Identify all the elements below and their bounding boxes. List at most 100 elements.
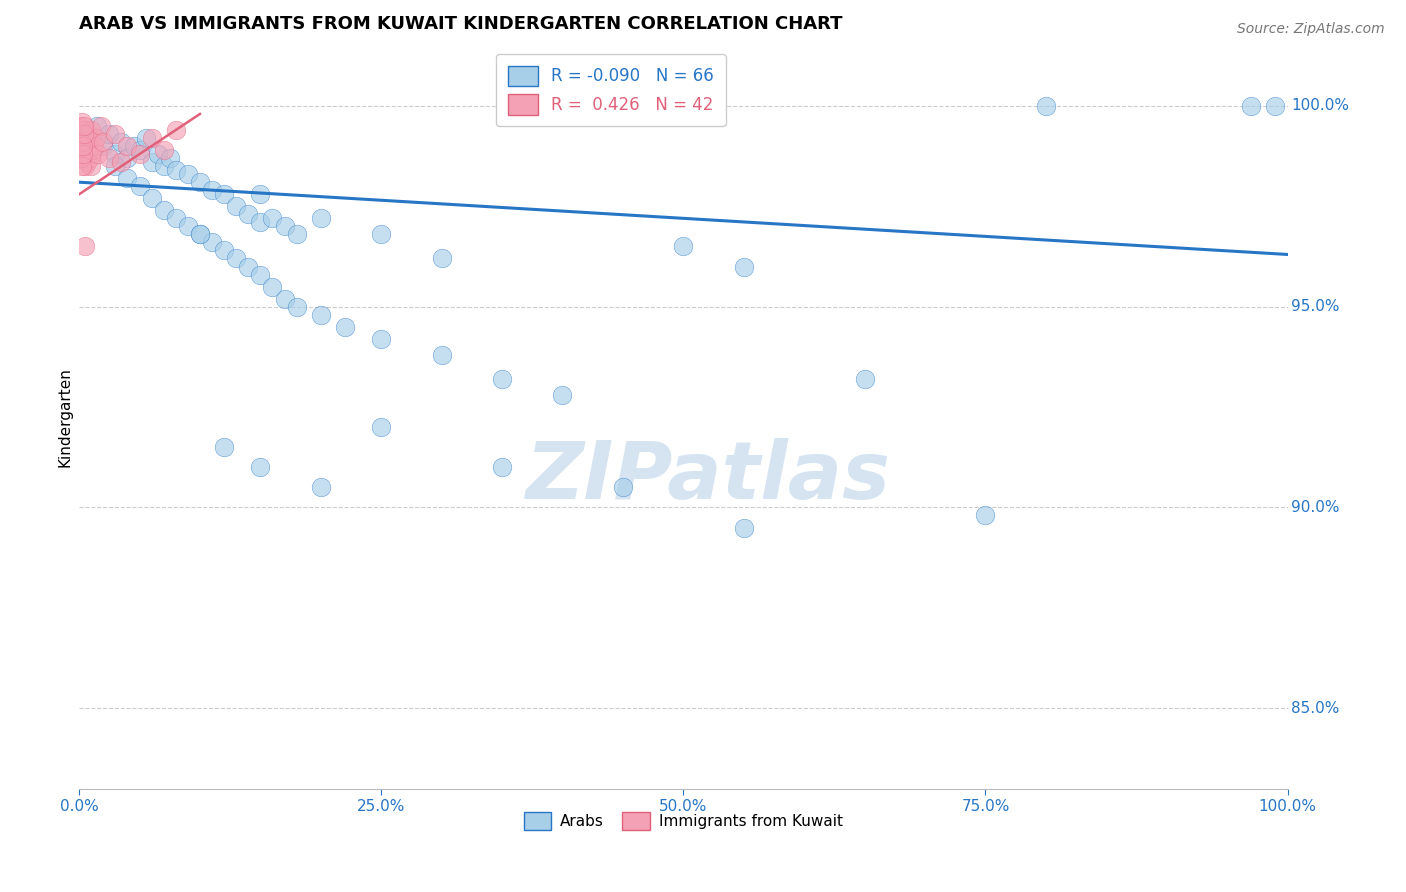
Point (70, 159, 93, 173)
Point (188, 227, 211, 242)
Point (104, 127, 127, 141)
Point (135, 131, 157, 145)
Point (82, 143, 104, 157)
Point (238, 207, 260, 221)
Point (188, 227, 211, 242)
Point (110, 155, 132, 169)
Point (262, 279, 284, 293)
Point (70, 139, 93, 153)
Text: Source: ZipAtlas.com: Source: ZipAtlas.com (1237, 22, 1385, 37)
Point (212, 244, 235, 258)
Point (430, 252, 453, 266)
Point (201, 183, 224, 197)
Point (117, 171, 139, 186)
Point (104, 147, 127, 161)
Point (733, 260, 755, 274)
Point (90, 119, 112, 133)
Point (249, 460, 271, 475)
Point (152, 203, 174, 218)
Point (72, 139, 94, 153)
Point (188, 175, 211, 189)
Point (76, 155, 98, 169)
Point (104, 159, 127, 173)
Point (212, 440, 235, 454)
Point (77, 143, 100, 157)
Point (84, 131, 107, 145)
Point (551, 388, 574, 402)
Point (77, 139, 100, 153)
Point (87, 147, 110, 161)
Legend: Arabs, Immigrants from Kuwait: Arabs, Immigrants from Kuwait (517, 805, 849, 837)
Point (70, 115, 93, 129)
Point (72, 147, 94, 161)
Point (225, 252, 247, 266)
Point (75, 139, 97, 153)
Point (79, 131, 101, 145)
Point (238, 260, 260, 274)
Text: ARAB VS IMMIGRANTS FROM KUWAIT KINDERGARTEN CORRELATION CHART: ARAB VS IMMIGRANTS FROM KUWAIT KINDERGAR… (79, 15, 842, 33)
Point (370, 420, 392, 434)
Point (612, 480, 634, 494)
Point (201, 235, 224, 250)
Point (141, 155, 163, 169)
Text: 100.0%: 100.0% (1291, 98, 1350, 113)
Point (249, 187, 271, 202)
Point (1035, 99, 1057, 113)
Point (72, 123, 94, 137)
Point (98, 151, 121, 165)
Point (273, 292, 295, 306)
Point (75, 135, 97, 149)
Point (974, 508, 997, 523)
Point (73, 159, 96, 173)
Text: ZIPatlas: ZIPatlas (524, 437, 890, 516)
Point (309, 308, 332, 322)
Point (212, 187, 235, 202)
Point (122, 139, 145, 153)
Point (128, 143, 150, 157)
Text: 95.0%: 95.0% (1291, 299, 1340, 314)
Point (72, 147, 94, 161)
Point (83, 139, 105, 153)
Point (75, 147, 97, 161)
Point (491, 460, 513, 475)
Point (152, 159, 174, 173)
Point (285, 227, 308, 242)
Point (73, 239, 96, 253)
Point (430, 348, 453, 362)
Point (165, 123, 187, 137)
Point (309, 480, 332, 494)
Point (86, 119, 108, 133)
Y-axis label: Kindergarten: Kindergarten (58, 368, 72, 467)
Point (69, 119, 91, 133)
Point (73, 131, 96, 145)
Point (146, 147, 169, 161)
Point (370, 227, 392, 242)
Point (128, 147, 150, 161)
Point (69, 139, 91, 153)
Point (165, 163, 187, 178)
Point (177, 219, 200, 234)
Point (853, 372, 876, 386)
Point (733, 520, 755, 534)
Point (79, 123, 101, 137)
Point (333, 319, 356, 334)
Point (152, 143, 174, 157)
Point (159, 151, 181, 165)
Point (141, 131, 163, 145)
Point (370, 332, 392, 346)
Point (91, 139, 114, 153)
Point (285, 300, 308, 314)
Point (80, 159, 103, 173)
Point (225, 199, 247, 213)
Point (309, 211, 332, 226)
Point (249, 215, 271, 229)
Point (141, 191, 163, 205)
Point (1240, 99, 1263, 113)
Point (70, 127, 93, 141)
Point (91, 135, 114, 149)
Point (177, 167, 200, 181)
Point (262, 211, 284, 226)
Point (80, 131, 103, 145)
Point (249, 268, 271, 282)
Point (73, 119, 96, 133)
